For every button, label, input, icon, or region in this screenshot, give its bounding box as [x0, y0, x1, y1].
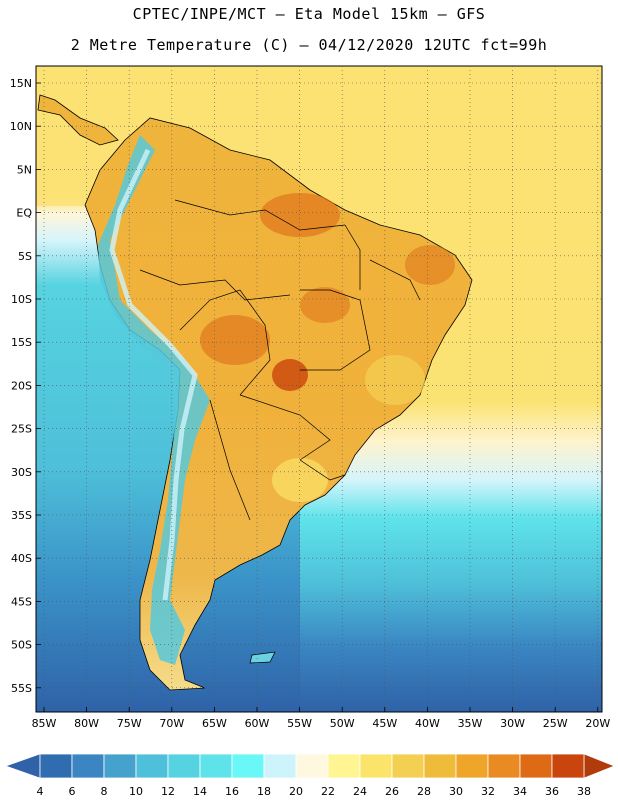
colorbar-swatch	[487, 753, 521, 779]
colorbar-label: 26	[385, 785, 399, 798]
colorbar-swatch	[263, 753, 297, 779]
colorbar-swatch	[327, 753, 361, 779]
longitude-label: 35W	[458, 717, 483, 730]
longitude-label: 40W	[415, 717, 440, 730]
latitude-label: 10N	[10, 120, 32, 133]
colorbar-label: 38	[577, 785, 591, 798]
colorbar-label: 4	[37, 785, 44, 798]
latitude-label: 55S	[11, 682, 32, 695]
latitude-label: 15N	[10, 77, 32, 90]
longitude-label: 50W	[330, 717, 355, 730]
longitude-label: 65W	[202, 717, 227, 730]
colorbar-swatch	[135, 753, 169, 779]
colorbar-swatch	[71, 753, 105, 779]
longitude-label: 25W	[543, 717, 568, 730]
colorbar-swatch	[295, 753, 329, 779]
colorbar-low-arrow	[5, 753, 41, 779]
colorbar-label: 16	[225, 785, 239, 798]
latitude-labels: 15N 10N 5N EQ 5S 10S 15S 20S 25S 30S 35S 40S 45S 50S 5…	[10, 77, 41, 695]
latitude-label: 5S	[18, 250, 32, 263]
colorbar-swatch	[39, 753, 73, 779]
map-frame	[35, 65, 603, 713]
colorbar-high-arrow	[583, 753, 615, 779]
longitude-label: 80W	[74, 717, 99, 730]
colorbar-swatch	[359, 753, 393, 779]
south-america-land	[84, 117, 473, 691]
colorbar-label: 12	[161, 785, 175, 798]
colorbar-label: 34	[513, 785, 527, 798]
colorbar-label: 24	[353, 785, 367, 798]
longitude-label: 55W	[287, 717, 312, 730]
colorbar-label: 8	[101, 785, 108, 798]
longitude-label: 20W	[585, 717, 610, 730]
latitude-label: 40S	[11, 552, 32, 565]
colorbar-swatch	[551, 753, 585, 779]
colorbar-label: 18	[257, 785, 271, 798]
colorbar-label: 20	[289, 785, 303, 798]
latitude-label: 10S	[11, 293, 32, 306]
longitude-labels: 85W 80W 75W 70W 65W 60W 55W 50W 45W 40W 35W 30W 25W 2…	[32, 707, 610, 730]
colorbar-swatch	[423, 753, 457, 779]
colorbar-swatch	[455, 753, 489, 779]
colorbar-swatch	[103, 753, 137, 779]
colorbar-label: 32	[481, 785, 495, 798]
longitude-label: 85W	[32, 717, 57, 730]
map-subtitle: 2 Metre Temperature (C) – 04/12/2020 12U…	[70, 36, 548, 54]
country-borders	[139, 199, 421, 521]
colorbar-swatch	[167, 753, 201, 779]
colorbar-label: 22	[321, 785, 335, 798]
colorbar-swatch	[391, 753, 425, 779]
colorbar-swatch	[199, 753, 233, 779]
color-legend: 4 6 8 10 12 14 16 18 20 22 24 26 28 30 32 34 36 38	[5, 753, 615, 798]
latitude-label: 50S	[11, 639, 32, 652]
latitude-label: 45S	[11, 595, 32, 608]
colorbar-swatch	[231, 753, 265, 779]
longitude-label: 70W	[159, 717, 184, 730]
colorbar-label: 28	[417, 785, 431, 798]
latitude-label: 20S	[11, 379, 32, 392]
colorbar-label: 14	[193, 785, 207, 798]
longitude-label: 30W	[500, 717, 525, 730]
colorbar-swatch	[519, 753, 553, 779]
colorbar-label: 10	[129, 785, 143, 798]
longitude-label: 60W	[245, 717, 270, 730]
colorbar-label: 30	[449, 785, 463, 798]
colorbar-label: 36	[545, 785, 559, 798]
map-title: CPTEC/INPE/MCT – Eta Model 15km – GFS	[132, 5, 486, 23]
latitude-label: 30S	[11, 466, 32, 479]
longitude-label: 75W	[117, 717, 142, 730]
colorbar-label: 6	[69, 785, 76, 798]
latitude-label: 15S	[11, 336, 32, 349]
longitude-label: 45W	[372, 717, 397, 730]
latitude-label: 5N	[17, 163, 32, 176]
latitude-label: EQ	[16, 207, 32, 220]
latitude-label: 35S	[11, 509, 32, 522]
latitude-label: 25S	[11, 423, 32, 436]
